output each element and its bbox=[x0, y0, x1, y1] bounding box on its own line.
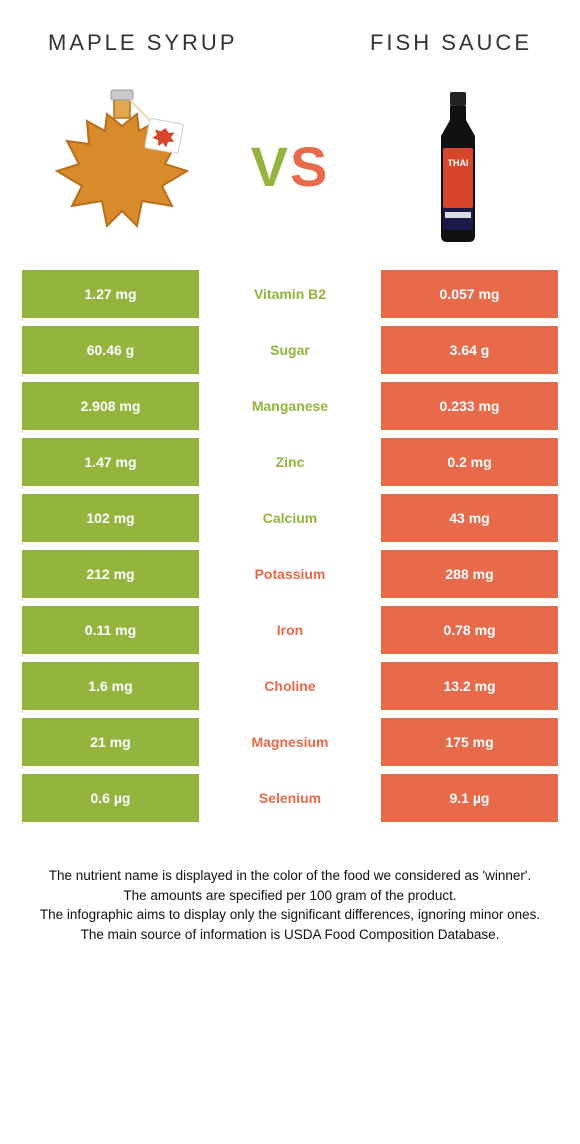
right-value-cell: 175 mg bbox=[377, 714, 562, 770]
footnote-line: The nutrient name is displayed in the co… bbox=[28, 866, 552, 886]
left-value-cell: 0.6 µg bbox=[18, 770, 203, 826]
left-value-cell: 21 mg bbox=[18, 714, 203, 770]
right-value-cell: 0.233 mg bbox=[377, 378, 562, 434]
right-value-cell: 0.057 mg bbox=[377, 266, 562, 322]
left-value-cell: 102 mg bbox=[18, 490, 203, 546]
vs-label: VS bbox=[251, 134, 330, 199]
nutrient-name-cell: Choline bbox=[203, 658, 377, 714]
right-value-cell: 13.2 mg bbox=[377, 658, 562, 714]
left-value-cell: 1.47 mg bbox=[18, 434, 203, 490]
left-value-cell: 1.6 mg bbox=[18, 658, 203, 714]
left-product-title: Maple syrup bbox=[18, 30, 238, 56]
footnote-line: The main source of information is USDA F… bbox=[28, 925, 552, 945]
footnote-line: The amounts are specified per 100 gram o… bbox=[28, 886, 552, 906]
nutrient-name-cell: Manganese bbox=[203, 378, 377, 434]
left-value-cell: 1.27 mg bbox=[18, 266, 203, 322]
table-row: 102 mgCalcium43 mg bbox=[18, 490, 562, 546]
table-row: 1.6 mgCholine13.2 mg bbox=[18, 658, 562, 714]
nutrient-name-cell: Calcium bbox=[203, 490, 377, 546]
vs-v: V bbox=[251, 135, 290, 198]
table-row: 1.27 mgVitamin B20.057 mg bbox=[18, 266, 562, 322]
nutrient-name-cell: Iron bbox=[203, 602, 377, 658]
nutrient-name-cell: Selenium bbox=[203, 770, 377, 826]
left-value-cell: 212 mg bbox=[18, 546, 203, 602]
svg-text:THAI: THAI bbox=[447, 158, 468, 168]
left-value-cell: 2.908 mg bbox=[18, 378, 203, 434]
maple-syrup-image bbox=[42, 86, 202, 246]
right-value-cell: 9.1 µg bbox=[377, 770, 562, 826]
table-row: 1.47 mgZinc0.2 mg bbox=[18, 434, 562, 490]
table-row: 0.11 mgIron0.78 mg bbox=[18, 602, 562, 658]
table-row: 212 mgPotassium288 mg bbox=[18, 546, 562, 602]
fish-sauce-image: THAI bbox=[378, 86, 538, 246]
left-value-cell: 60.46 g bbox=[18, 322, 203, 378]
nutrient-comparison-table: 1.27 mgVitamin B20.057 mg60.46 gSugar3.6… bbox=[18, 266, 562, 826]
table-row: 2.908 mgManganese0.233 mg bbox=[18, 378, 562, 434]
right-value-cell: 0.78 mg bbox=[377, 602, 562, 658]
vs-s: S bbox=[290, 135, 329, 198]
nutrient-name-cell: Sugar bbox=[203, 322, 377, 378]
nutrient-name-cell: Vitamin B2 bbox=[203, 266, 377, 322]
right-value-cell: 43 mg bbox=[377, 490, 562, 546]
footnote-line: The infographic aims to display only the… bbox=[28, 905, 552, 925]
right-value-cell: 288 mg bbox=[377, 546, 562, 602]
right-value-cell: 0.2 mg bbox=[377, 434, 562, 490]
nutrient-name-cell: Potassium bbox=[203, 546, 377, 602]
table-row: 21 mgMagnesium175 mg bbox=[18, 714, 562, 770]
nutrient-name-cell: Magnesium bbox=[203, 714, 377, 770]
footnotes: The nutrient name is displayed in the co… bbox=[18, 866, 562, 944]
nutrient-name-cell: Zinc bbox=[203, 434, 377, 490]
table-row: 60.46 gSugar3.64 g bbox=[18, 322, 562, 378]
table-row: 0.6 µgSelenium9.1 µg bbox=[18, 770, 562, 826]
right-value-cell: 3.64 g bbox=[377, 322, 562, 378]
right-product-title: Fish sauce bbox=[370, 30, 562, 56]
left-value-cell: 0.11 mg bbox=[18, 602, 203, 658]
